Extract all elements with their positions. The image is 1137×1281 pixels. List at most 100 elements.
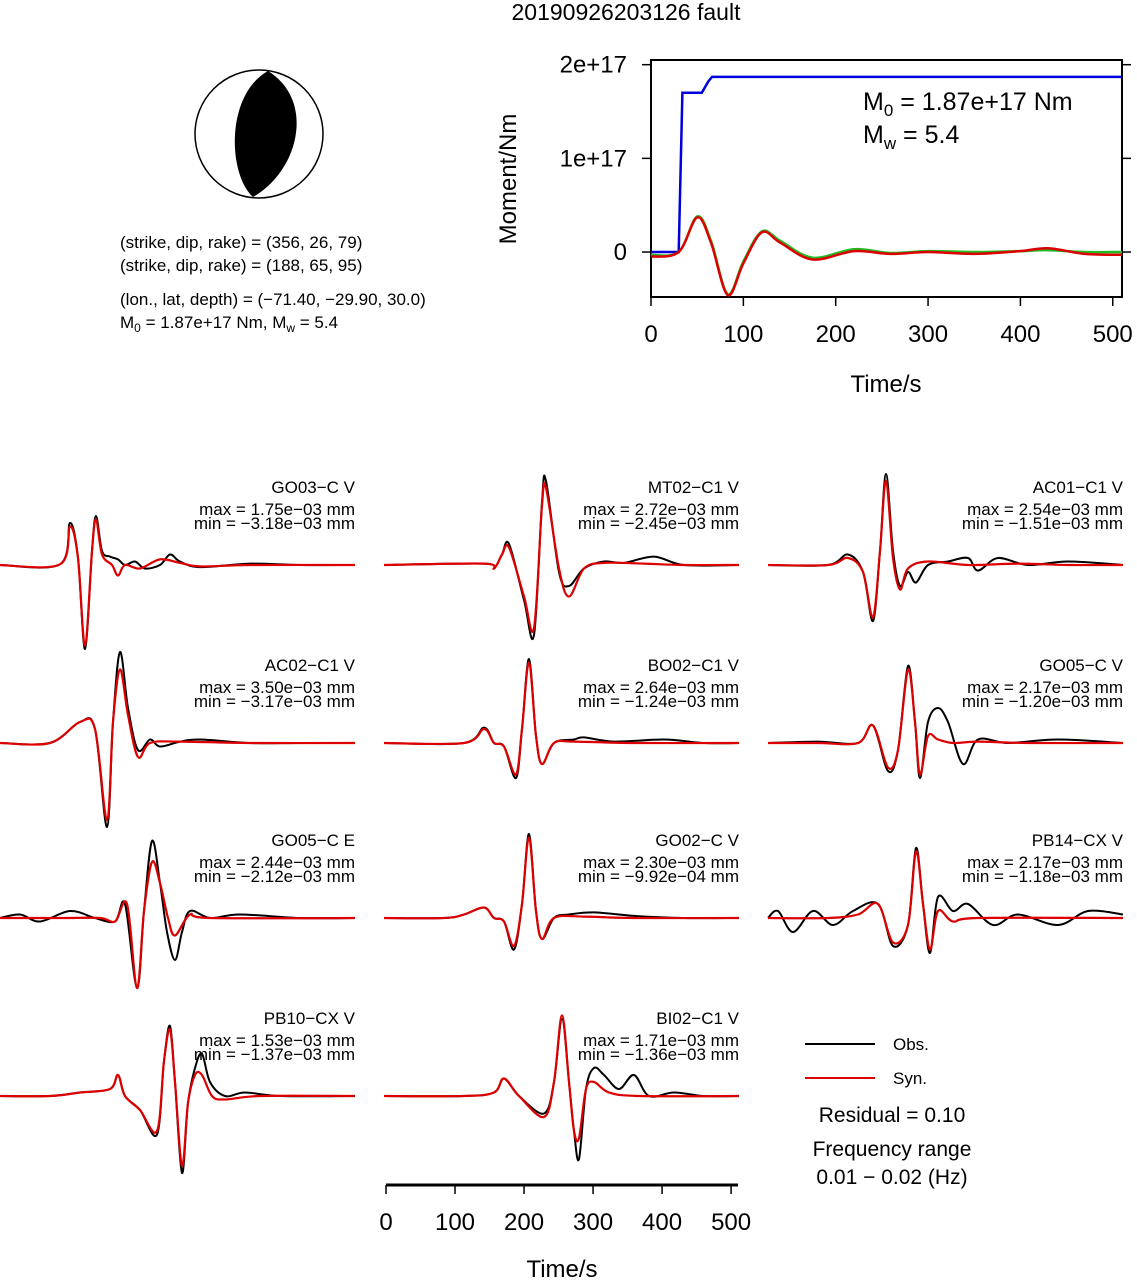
max-amplitude-label: max = 1.71e−03 mm <box>583 1031 739 1050</box>
max-amplitude-label: max = 2.17e−03 mm <box>967 853 1123 872</box>
moment-ylabel: Moment/Nm <box>495 114 522 245</box>
station-label: GO05−C E <box>271 831 355 850</box>
min-amplitude-label: min = −2.45e−03 mm <box>578 514 739 533</box>
min-amplitude-label: min = −1.36e−03 mm <box>578 1045 739 1064</box>
legend-obs-label: Obs. <box>893 1035 929 1054</box>
min-amplitude-label: min = −1.24e−03 mm <box>578 692 739 711</box>
nodal-plane-2-label: (strike, dip, rake) = (188, 65, 95) <box>120 256 362 275</box>
panel-mw-label: Mw = 5.4 <box>863 121 959 153</box>
panel-m0-label: M0 = 1.87e+17 Nm <box>863 88 1073 120</box>
moment-panel: 0 100 200 300 400 500 0 1e+17 2e+17 M0 = 1.87e+1… <box>495 52 1133 398</box>
synthetic-trace <box>0 668 356 822</box>
synthetic-trace <box>767 850 1124 951</box>
series-source-time-red <box>650 216 1123 297</box>
max-amplitude-label: max = 1.75e−03 mm <box>199 500 355 519</box>
synthetic-trace <box>0 1028 356 1168</box>
min-amplitude-label: min = −3.18e−03 mm <box>194 514 355 533</box>
min-amplitude-label: min = −2.12e−03 mm <box>194 867 355 886</box>
series-cumulative-moment <box>651 75 1122 254</box>
station-label: AC01−C1 V <box>1033 478 1124 497</box>
station-label: GO03−C V <box>271 478 355 497</box>
moment-magnitude-label: M0 = 1.87e+17 Nm, Mw = 5.4 <box>120 313 338 335</box>
moment-x-tick-label: 0 <box>644 321 657 348</box>
moment-y-tick-label: 2e+17 <box>560 52 627 79</box>
beachball-compressional-quadrant <box>234 71 297 197</box>
max-amplitude-label: max = 3.50e−03 mm <box>199 678 355 697</box>
station-label: AC02−C1 V <box>265 656 356 675</box>
observed-trace <box>383 657 740 780</box>
legend-syn-label: Syn. <box>893 1069 927 1088</box>
synthetic-trace <box>383 481 740 633</box>
max-amplitude-label: max = 2.30e−03 mm <box>583 853 739 872</box>
synthetic-trace <box>768 668 1124 776</box>
moment-x-tick-label: 400 <box>1000 321 1040 348</box>
max-amplitude-label: max = 2.64e−03 mm <box>583 678 739 697</box>
max-amplitude-label: max = 1.53e−03 mm <box>199 1031 355 1050</box>
min-amplitude-label: min = −1.37e−03 mm <box>194 1045 355 1064</box>
station-label: MT02−C1 V <box>648 478 740 497</box>
residual-label: Residual = 0.10 <box>819 1104 966 1127</box>
waveform-time-axis: 0 100 200 300 400 500 <box>379 1183 751 1236</box>
synthetic-trace <box>767 479 1124 619</box>
station-label: GO05−C V <box>1039 656 1123 675</box>
moment-x-tick-label: 100 <box>723 321 763 348</box>
max-amplitude-label: max = 2.44e−03 mm <box>199 853 355 872</box>
station-label: GO02−C V <box>655 831 739 850</box>
max-amplitude-label: max = 2.72e−03 mm <box>583 500 739 519</box>
moment-axes: 0 100 200 300 400 500 0 1e+17 2e+17 <box>560 52 1133 348</box>
moment-x-tick-label: 500 <box>1093 321 1133 348</box>
waveform-x-tick-label: 0 <box>379 1209 392 1236</box>
legend: Obs. Syn. Residual = 0.10 Frequency rang… <box>805 1035 971 1189</box>
frequency-title: Frequency range <box>813 1138 972 1161</box>
moment-y-tick-label: 0 <box>614 239 627 266</box>
waveform-x-tick-label: 100 <box>435 1209 475 1236</box>
synthetic-trace <box>383 1014 740 1143</box>
station-label: BO02−C1 V <box>648 656 740 675</box>
nodal-plane-1-label: (strike, dip, rake) = (356, 26, 79) <box>120 233 362 252</box>
moment-panel-frame <box>650 59 1123 298</box>
location-label: (lon., lat, depth) = (−71.40, −29.90, 30… <box>120 290 426 309</box>
synthetic-trace <box>0 860 356 990</box>
station-label: PB10−CX V <box>264 1009 356 1028</box>
min-amplitude-label: min = −1.20e−03 mm <box>962 692 1123 711</box>
min-amplitude-label: min = −3.17e−03 mm <box>194 692 355 711</box>
max-amplitude-label: max = 2.17e−03 mm <box>967 678 1123 697</box>
moment-x-tick-label: 300 <box>908 321 948 348</box>
synthetic-trace <box>383 836 740 948</box>
synthetic-trace <box>383 661 740 776</box>
moment-x-tick-label: 200 <box>816 321 856 348</box>
waveform-xlabel: Time/s <box>526 1256 597 1281</box>
max-amplitude-label: max = 2.54e−03 mm <box>967 500 1123 519</box>
station-label: PB14−CX V <box>1032 831 1124 850</box>
waveform-x-tick-label: 200 <box>504 1209 544 1236</box>
moment-y-tick-label: 1e+17 <box>560 145 627 172</box>
waveform-x-tick-label: 400 <box>642 1209 682 1236</box>
moment-xlabel: Time/s <box>850 371 921 398</box>
waveform-x-tick-label: 500 <box>711 1209 751 1236</box>
frequency-range: 0.01 − 0.02 (Hz) <box>816 1166 967 1189</box>
observed-trace <box>383 832 740 951</box>
synthetic-trace <box>0 518 356 647</box>
waveform-x-tick-label: 300 <box>573 1209 613 1236</box>
observed-trace <box>0 514 356 651</box>
min-amplitude-label: min = −1.51e−03 mm <box>962 514 1123 533</box>
station-label: BI02−C1 V <box>656 1009 739 1028</box>
min-amplitude-label: min = −9.92e−04 mm <box>578 867 739 886</box>
figure-title: 20190926203126 fault <box>512 0 742 25</box>
min-amplitude-label: min = −1.18e−03 mm <box>962 867 1123 886</box>
moment-lines <box>650 75 1123 297</box>
beachball-icon <box>194 69 324 199</box>
